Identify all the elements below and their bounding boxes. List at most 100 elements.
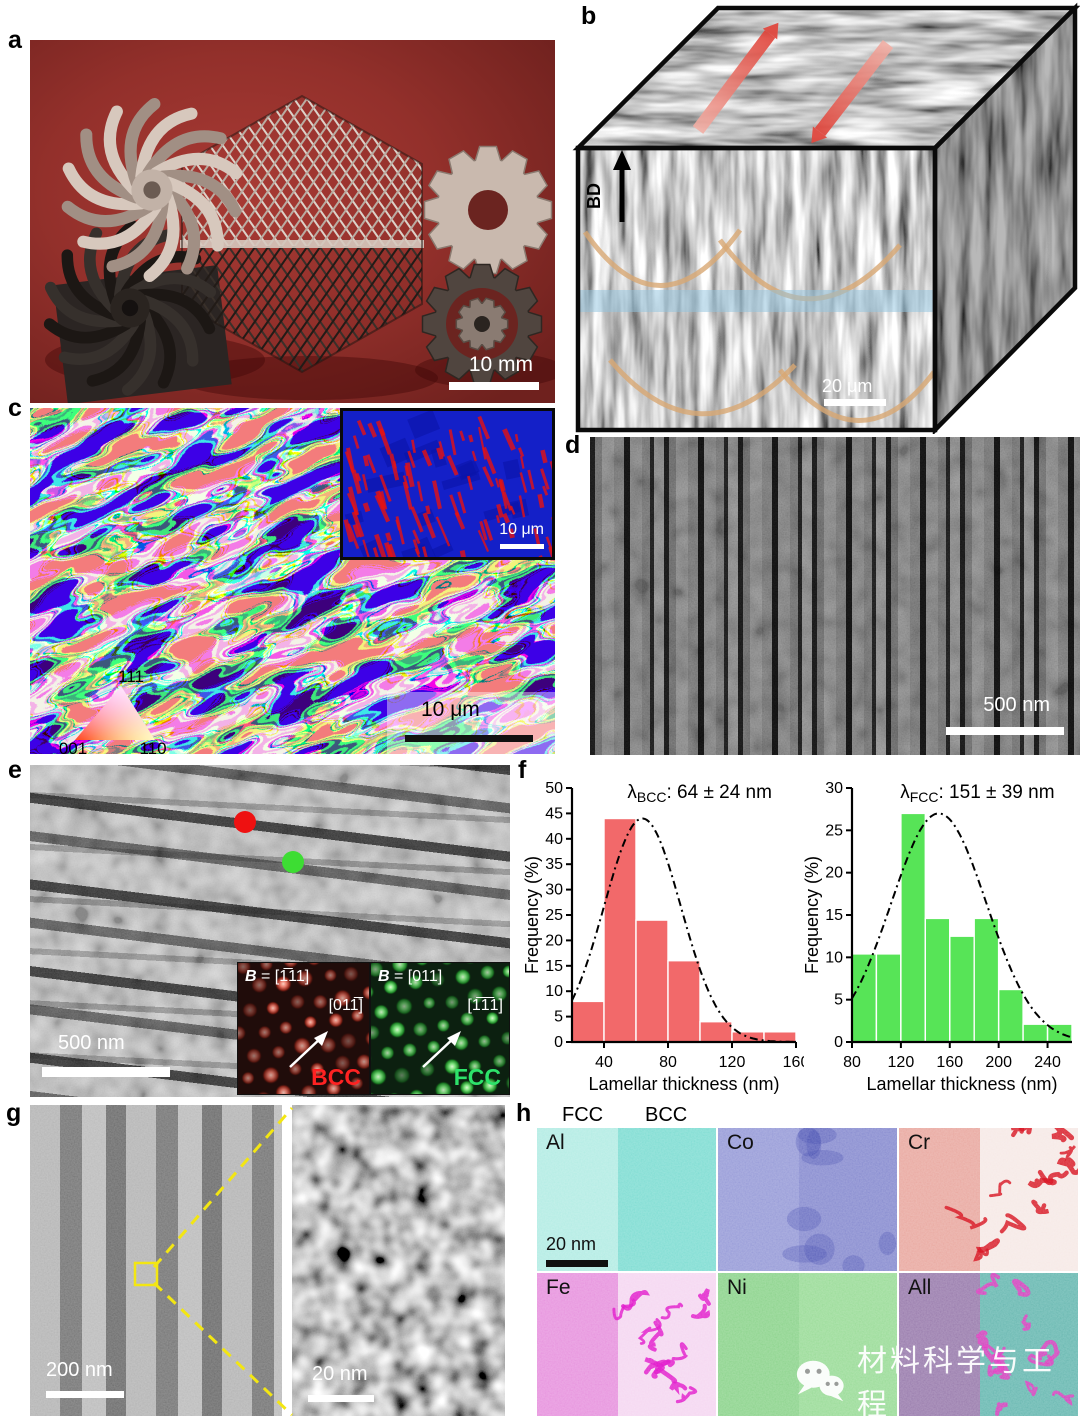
panel-b-label: b [581,2,597,30]
panel-c-ebsd-map: 111 001 110 10 μm 10 μm [30,408,555,754]
panel-c-label: c [8,394,22,422]
eds-map-all: All [899,1273,1078,1416]
svg-text:25: 25 [545,907,563,924]
eds-map-label: Fe [546,1276,571,1299]
svg-text:80: 80 [843,1054,861,1071]
svg-text:Lamellar thickness (nm): Lamellar thickness (nm) [866,1074,1057,1094]
ipf-001-label: 001 [59,739,87,754]
eds-map-al: Al 20 nm [537,1128,716,1271]
svg-text:160: 160 [936,1054,963,1071]
panel-b-scalebar-text: 20 μm [822,376,872,396]
svg-text:50: 50 [545,780,563,797]
eds-map-fe: Fe [537,1273,716,1416]
beam-direction-label: B B = [1̅11]= [1̅11] [245,968,310,985]
panel-a-label: a [8,26,22,54]
svg-text:Lamellar thickness (nm): Lamellar thickness (nm) [588,1074,779,1094]
svg-text:5: 5 [834,992,843,1009]
panel-a-scalebar-text: 10 mm [468,353,533,376]
eds-map-co: Co [718,1128,897,1271]
svg-text:λFCC: 151 ± 39 nm: λFCC: 151 ± 39 nm [900,782,1054,805]
ipf-110-label: 110 [139,739,166,754]
svg-text:40: 40 [545,831,563,848]
fcc-phase-label: FCC [453,1064,501,1090]
svg-text:160: 160 [783,1054,804,1071]
svg-text:120: 120 [719,1054,746,1071]
svg-text:Frequency (%): Frequency (%) [522,856,542,974]
svg-text:10: 10 [825,949,843,966]
eds-map-grid: Al 20 nm Co Cr Fe Ni All [537,1128,1078,1416]
svg-text:0: 0 [834,1034,843,1051]
spot-index-label: [011̅] [328,997,363,1014]
panel-g-left-scalebar-text: 200 nm [46,1359,113,1381]
eds-map-label: All [908,1276,932,1299]
svg-text:20: 20 [825,865,843,882]
svg-text:200: 200 [985,1054,1012,1071]
eds-map-label: Ni [727,1276,747,1299]
bcc-spot-marker [234,811,256,833]
panel-d-sem-image: 500 nm [590,437,1080,755]
svg-text:25: 25 [825,822,843,839]
svg-text:λBCC: 64 ± 24 nm: λBCC: 64 ± 24 nm [627,782,772,805]
scan-direction-arrows [692,22,894,144]
inset-scalebar-text: 10 μm [499,521,544,538]
panel-g-hrtem-image: 20 nm [292,1105,505,1416]
melt-pool-arcs [578,228,935,423]
fcc-thickness-histogram: 0 5 10 15 20 25 30 80 120 160 200 240 Frequency (%) L… [802,780,1073,1094]
fcc-diffraction-inset: B B = [011]= [011] [1̅1̅1] FCC [370,962,510,1095]
panel-b-cube: BD 20 μm [572,2,1080,434]
impeller-parts [43,97,243,396]
eds-map-cr: Cr [899,1128,1078,1271]
panel-g-label: g [6,1099,22,1127]
svg-text:30: 30 [825,780,843,797]
panel-a-photo: 10 mm [30,40,555,403]
bcc-diffraction-inset: B B = [1̅11]= [1̅11] [011̅] BCC [237,962,370,1095]
svg-text:5: 5 [554,1009,563,1026]
panel-h-label: h [516,1099,532,1127]
svg-text:80: 80 [659,1054,677,1071]
panel-d-scalebar-text: 500 nm [983,694,1050,716]
panel-h-scalebar [546,1260,608,1267]
panel-h-scalebar-text: 20 nm [546,1234,597,1254]
diffraction-arrow [422,1031,461,1068]
eds-map-label: Cr [908,1131,931,1154]
ipf-color-triangle: 111 001 110 [59,670,167,754]
bcc-thickness-histogram: 0 5 10 15 20 25 30 35 40 45 50 40 80 120 160 Frequency … [522,780,804,1094]
panel-e-scalebar [42,1067,170,1077]
panel-g-right-scalebar [308,1395,374,1402]
svg-text:35: 35 [545,856,563,873]
panel-g-right-scalebar-text: 20 nm [312,1363,368,1385]
svg-text:30: 30 [545,882,563,899]
phase-map-inset: 10 μm [340,408,555,560]
fcc-region-header: FCC [562,1104,604,1126]
build-direction-arrow: BD [584,150,631,222]
eds-map-ni: Ni [718,1273,897,1416]
svg-text:0: 0 [554,1034,563,1051]
panel-a-scalebar [449,382,539,390]
svg-text:120: 120 [888,1054,915,1071]
panel-g-stem-image: 200 nm [30,1105,282,1416]
panel-e-label: e [8,756,22,784]
panel-d-label: d [565,431,581,459]
bcc-region-header: BCC [645,1104,688,1126]
printed-parts-illustration [30,40,555,403]
svg-text:10: 10 [545,983,563,1000]
svg-text:240: 240 [1034,1054,1061,1071]
panel-c-scalebar-strip: 10 μm [387,692,555,754]
eds-map-label: Al [546,1131,565,1154]
svg-text:Frequency (%): Frequency (%) [802,856,822,974]
panel-f-label: f [518,756,527,784]
panel-e-tem-image: 500 nm B B = [1̅11]= [1̅11] [011̅] BCC B… [30,765,510,1097]
panel-d-scalebar [946,727,1064,735]
panel-e-scalebar-text: 500 nm [58,1032,125,1054]
fcc-spot-marker [282,851,304,873]
svg-text:45: 45 [545,805,563,822]
ipf-111-label: 111 [118,670,144,686]
watermark-text: 材料科学与工程 [857,1345,1056,1421]
section-plane-band [578,290,935,312]
bcc-phase-label: BCC [311,1064,361,1090]
wechat-icon [796,1360,844,1402]
panel-c-scalebar [405,735,533,742]
eds-map-label: Co [727,1131,754,1154]
svg-text:15: 15 [545,958,563,975]
